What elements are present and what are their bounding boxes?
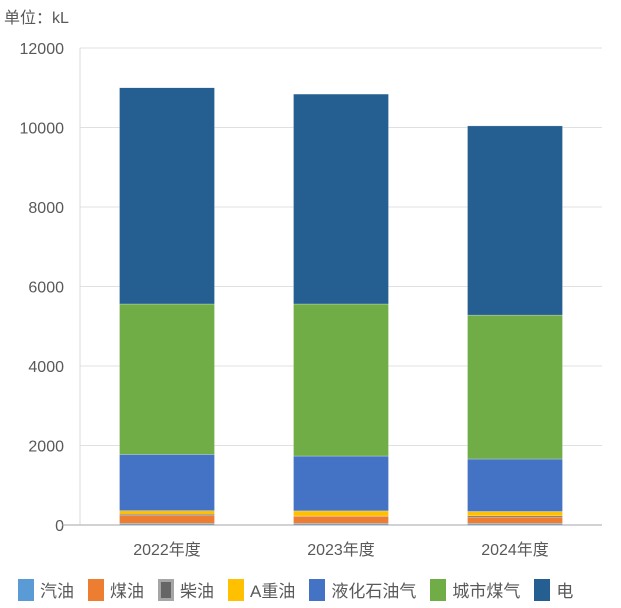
legend-swatch xyxy=(430,578,447,601)
legend-swatch xyxy=(534,578,551,601)
bar-segment-液化石油气 xyxy=(293,455,389,512)
bar-segment-电 xyxy=(467,125,563,316)
bar-segment-煤油 xyxy=(119,515,215,524)
bar-segment-煤油 xyxy=(467,516,563,524)
y-tick-label: 10000 xyxy=(20,121,65,138)
plot-area: 0 2000 4000 6000 8000 10000 12000 2022年度 2023年度 2… xyxy=(20,41,602,559)
legend-label: 煤油 xyxy=(110,582,144,601)
y-tick-label: 12000 xyxy=(20,41,65,58)
x-tick-label: 2024年度 xyxy=(481,541,549,559)
bar-segment-城市煤气 xyxy=(467,314,563,460)
legend-swatch xyxy=(309,578,326,601)
legend-label: 液化石油气 xyxy=(331,582,417,601)
bar-segment-电 xyxy=(293,93,389,305)
bar-segment-A重油 xyxy=(119,510,215,515)
legend-label: A重油 xyxy=(250,582,296,601)
legend-label: 电 xyxy=(556,582,574,601)
bar-segment-城市煤气 xyxy=(293,303,389,457)
bar-segment-液化石油气 xyxy=(119,454,215,511)
legend-item: 汽油 xyxy=(18,577,74,602)
bar-segment-A重油 xyxy=(467,511,563,517)
legend-label: 柴油 xyxy=(180,582,214,601)
legend-item: 液化石油气 xyxy=(309,577,416,602)
x-tick-label: 2022年度 xyxy=(133,541,201,559)
legend: 汽油 煤油 柴油 A重油 液化石油气 城市煤气 电 xyxy=(18,577,587,602)
legend-item: 煤油 xyxy=(88,577,144,602)
legend-item: 电 xyxy=(534,577,573,602)
y-tick-label: 0 xyxy=(55,518,64,535)
legend-label: 城市煤气 xyxy=(452,582,521,601)
legend-swatch xyxy=(88,578,104,601)
legend-swatch xyxy=(18,578,34,601)
y-tick-label: 8000 xyxy=(28,200,64,217)
bar-segment-液化石油气 xyxy=(467,458,563,512)
legend-item: 柴油 xyxy=(158,577,214,602)
bar-segment-A重油 xyxy=(293,510,389,517)
legend-item: 城市煤气 xyxy=(430,577,520,602)
unit-label: 单位：kL xyxy=(4,10,69,27)
legend-item: A重油 xyxy=(228,577,295,602)
bar-segment-电 xyxy=(119,87,215,305)
y-tick-label: 2000 xyxy=(28,439,64,456)
legend-label: 汽油 xyxy=(40,582,74,601)
y-tick-label: 6000 xyxy=(28,280,64,297)
bar-segment-城市煤气 xyxy=(119,303,215,455)
y-tick-label: 4000 xyxy=(28,359,64,376)
x-tick-label: 2023年度 xyxy=(307,541,375,559)
legend-swatch xyxy=(228,578,244,601)
bar-segment-煤油 xyxy=(293,516,389,524)
legend-swatch xyxy=(158,578,174,601)
